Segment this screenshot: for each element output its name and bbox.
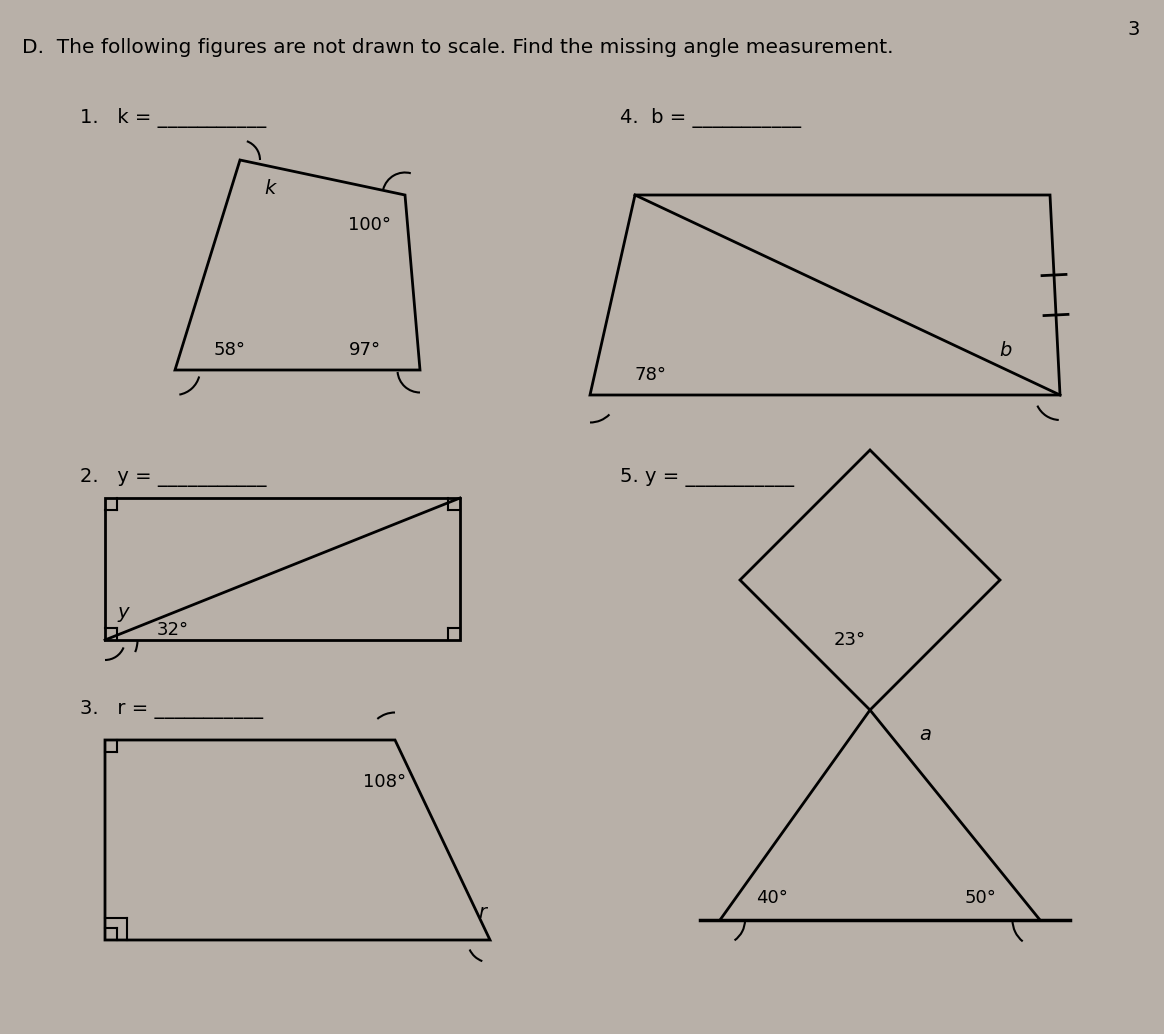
Text: a: a bbox=[920, 726, 931, 744]
Text: 100°: 100° bbox=[348, 216, 391, 234]
Text: 58°: 58° bbox=[214, 341, 246, 359]
Text: 4.  b = ___________: 4. b = ___________ bbox=[620, 108, 801, 128]
Text: 23°: 23° bbox=[833, 631, 866, 649]
Text: 50°: 50° bbox=[964, 889, 996, 907]
Text: D.  The following figures are not drawn to scale. Find the missing angle measure: D. The following figures are not drawn t… bbox=[22, 38, 894, 57]
Text: 108°: 108° bbox=[363, 773, 406, 791]
Text: 97°: 97° bbox=[349, 341, 381, 359]
Text: 32°: 32° bbox=[157, 621, 189, 639]
Text: 2.   y = ___________: 2. y = ___________ bbox=[80, 468, 267, 487]
Text: 5. y = ___________: 5. y = ___________ bbox=[620, 468, 794, 487]
Text: b: b bbox=[999, 340, 1012, 360]
Text: 40°: 40° bbox=[757, 889, 788, 907]
Text: y: y bbox=[118, 603, 129, 621]
Text: 1.   k = ___________: 1. k = ___________ bbox=[80, 108, 267, 128]
Text: r: r bbox=[478, 903, 487, 921]
Text: k: k bbox=[264, 179, 276, 197]
Text: 78°: 78° bbox=[634, 366, 666, 384]
Text: 3: 3 bbox=[1128, 20, 1140, 39]
Text: 3.   r = ___________: 3. r = ___________ bbox=[80, 700, 263, 719]
